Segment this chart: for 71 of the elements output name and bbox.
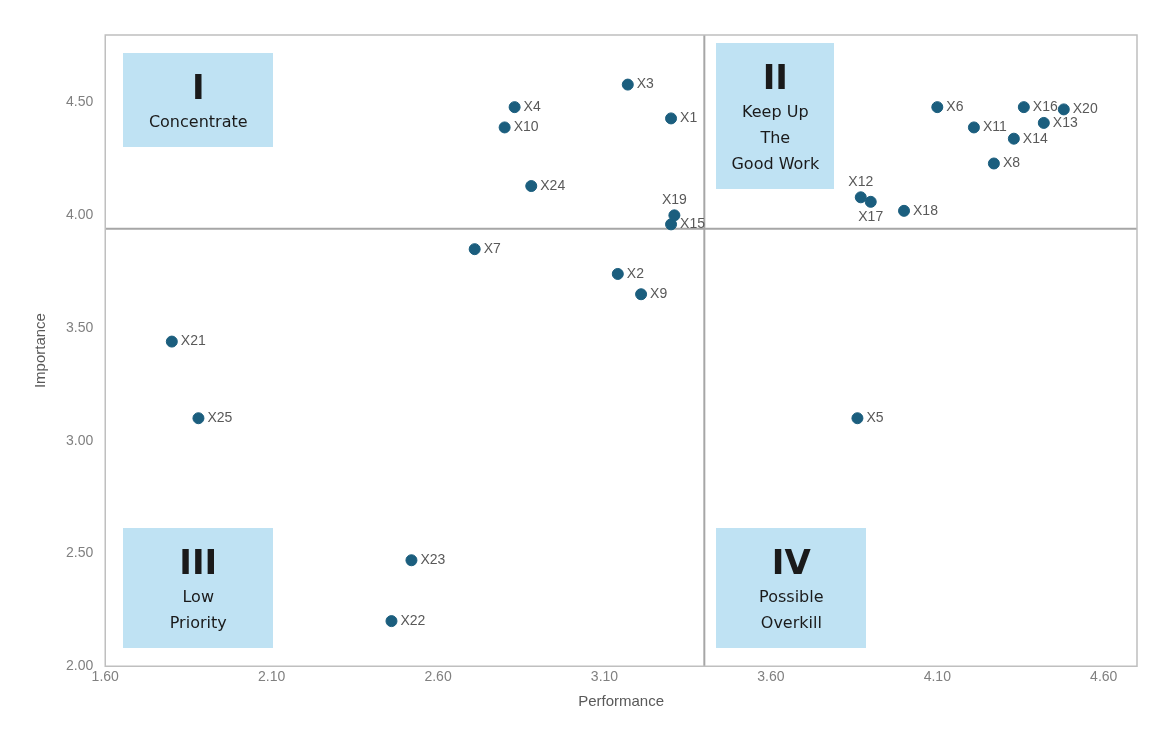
annotation: III Low Priority: [168, 541, 228, 635]
point: [967, 121, 980, 134]
point: [498, 121, 511, 134]
annotation: I Concentrate: [147, 66, 249, 133]
note-box: IV Possible Overkill: [716, 528, 867, 649]
point: [851, 412, 864, 425]
data-label: X3: [636, 75, 655, 92]
note-box: III Low Priority: [123, 528, 274, 649]
point: [931, 101, 944, 114]
data-label: X8: [1002, 154, 1021, 171]
point: [864, 195, 877, 208]
point: [665, 112, 678, 125]
data-label: X17: [858, 207, 884, 224]
data-label: X5: [866, 409, 884, 426]
point: [611, 267, 624, 280]
point: [508, 101, 521, 114]
y-tick-label: 3.50: [66, 318, 94, 335]
point: [635, 288, 648, 301]
point: [665, 218, 678, 231]
annotation: IV Possible Overkill: [758, 541, 825, 635]
point: [1017, 101, 1030, 114]
x-tick-label: 1.60: [91, 668, 120, 685]
data-label: X25: [207, 409, 233, 426]
point: [898, 204, 911, 217]
data-label: X12: [848, 173, 874, 190]
data-label: X21: [180, 332, 206, 349]
data-label: X7: [483, 240, 502, 257]
data-label: X10: [513, 118, 539, 135]
x-tick-label: 3.10: [590, 668, 619, 685]
y-tick-label: 4.00: [66, 206, 94, 223]
data-label: X23: [420, 551, 446, 568]
x-tick-label: 2.60: [424, 668, 452, 685]
point: [192, 412, 205, 425]
point: [1057, 103, 1070, 116]
point: [405, 554, 418, 567]
point: [525, 180, 538, 193]
y-tick-label: 3.00: [66, 431, 94, 448]
point: [1007, 132, 1020, 145]
data-label: X24: [540, 176, 566, 193]
y-tick-label: 2.50: [66, 544, 94, 561]
annotation: II Keep Up The Good Work: [730, 56, 821, 175]
point: [468, 243, 481, 256]
x-tick-label: 4.10: [923, 668, 952, 685]
data-label: X18: [913, 201, 939, 218]
data-label: X22: [400, 611, 426, 628]
point: [165, 335, 178, 348]
point: [621, 78, 634, 91]
data-label: X15: [680, 215, 706, 232]
data-label: X2: [626, 264, 645, 281]
note-box: I Concentrate: [123, 53, 274, 147]
y-tick-label: 4.50: [66, 93, 94, 110]
x-tick-label: 4.60: [1090, 668, 1118, 685]
note-box: II Keep Up The Good Work: [716, 43, 835, 189]
point: [854, 191, 867, 204]
y-tick-label: 2.00: [66, 657, 94, 674]
y-axis-title: Importance: [31, 313, 49, 389]
data-label: X16: [1032, 98, 1058, 114]
data-label: X9: [650, 285, 668, 302]
data-label: X14: [1022, 129, 1048, 146]
data-label: X6: [946, 98, 964, 114]
point: [385, 615, 398, 628]
x-tick-label: 3.60: [757, 668, 785, 685]
point: [1037, 116, 1050, 129]
point: [987, 157, 1000, 170]
data-label: X11: [982, 118, 1007, 135]
data-label: X4: [523, 98, 541, 114]
data-label: X19: [661, 191, 688, 208]
data-label: X1: [680, 109, 698, 126]
x-axis-title: Performance: [578, 692, 665, 710]
point: [668, 209, 681, 222]
x-tick-label: 2.10: [258, 668, 286, 685]
